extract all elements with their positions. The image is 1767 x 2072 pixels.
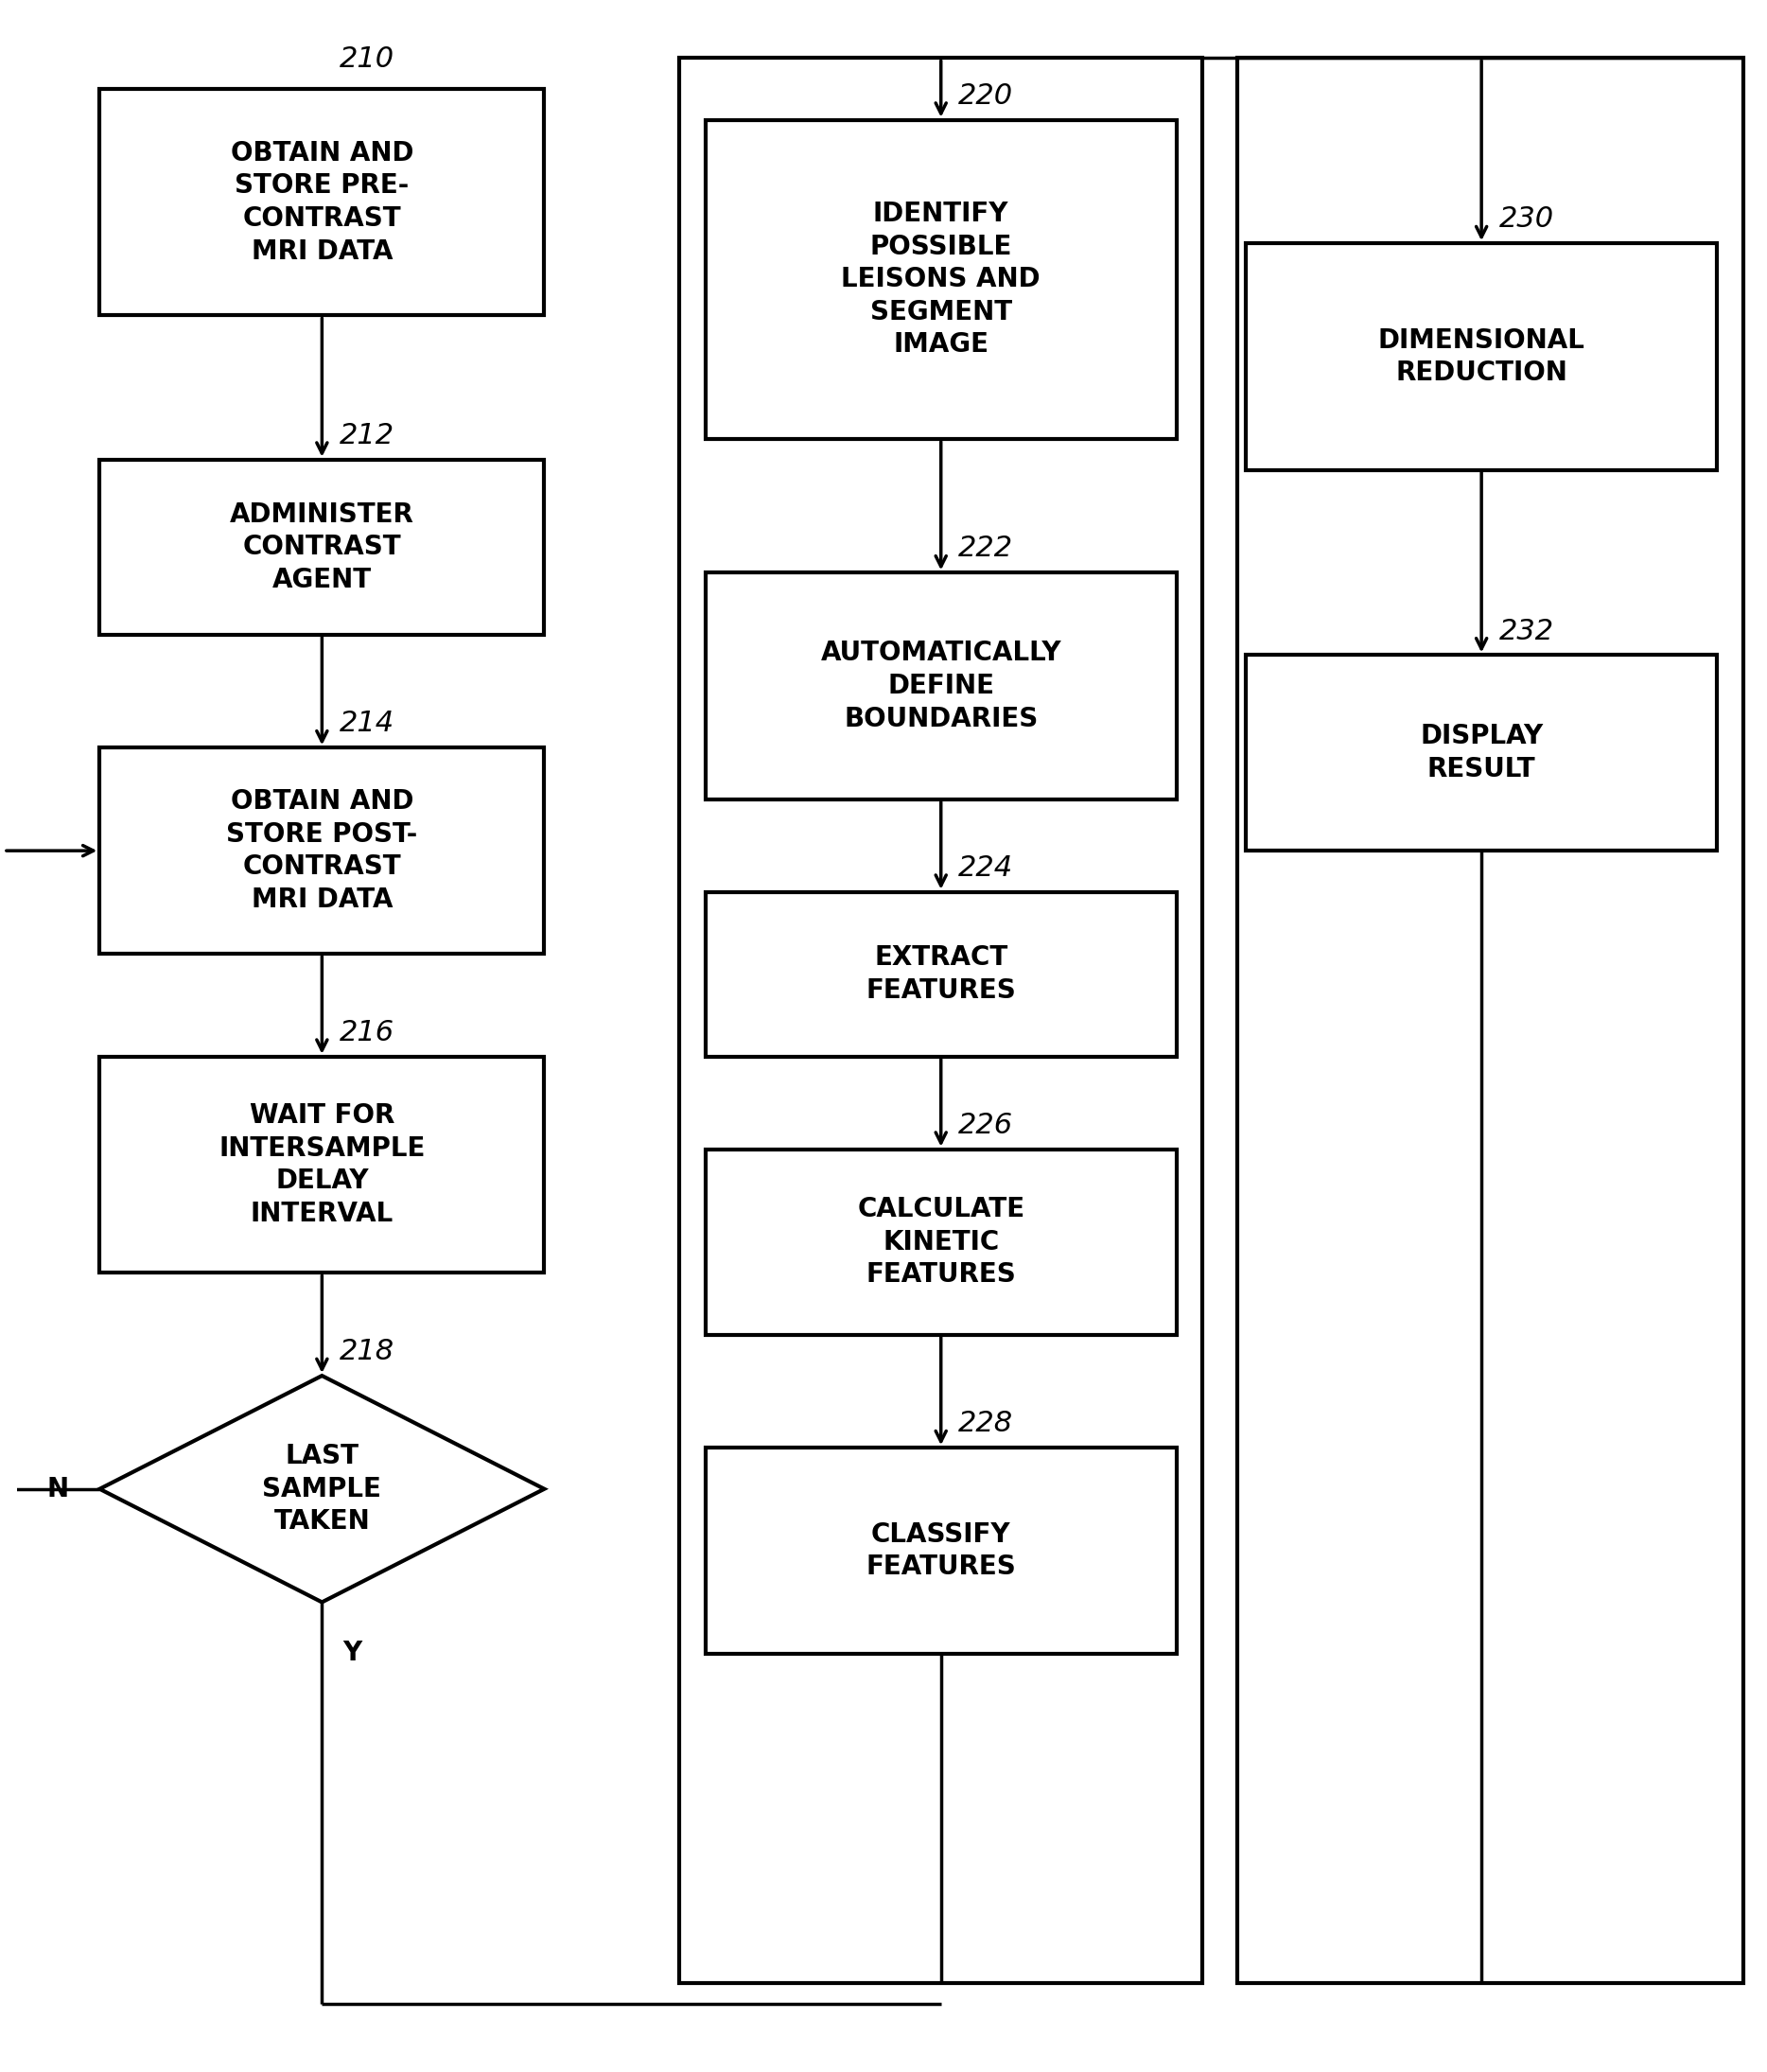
FancyBboxPatch shape <box>705 1448 1177 1653</box>
Text: 220: 220 <box>958 83 1012 110</box>
FancyBboxPatch shape <box>705 1150 1177 1334</box>
Text: OBTAIN AND
STORE PRE-
CONTRAST
MRI DATA: OBTAIN AND STORE PRE- CONTRAST MRI DATA <box>230 139 413 265</box>
Text: 214: 214 <box>339 711 394 738</box>
FancyBboxPatch shape <box>705 120 1177 439</box>
Text: WAIT FOR
INTERSAMPLE
DELAY
INTERVAL: WAIT FOR INTERSAMPLE DELAY INTERVAL <box>219 1102 426 1227</box>
Text: AUTOMATICALLY
DEFINE
BOUNDARIES: AUTOMATICALLY DEFINE BOUNDARIES <box>820 640 1062 731</box>
Text: DISPLAY
RESULT: DISPLAY RESULT <box>1421 723 1543 783</box>
Text: CALCULATE
KINETIC
FEATURES: CALCULATE KINETIC FEATURES <box>857 1196 1025 1289</box>
FancyBboxPatch shape <box>99 748 544 953</box>
Text: 210: 210 <box>339 46 394 73</box>
FancyBboxPatch shape <box>705 572 1177 800</box>
FancyBboxPatch shape <box>99 89 544 315</box>
Text: Y: Y <box>343 1639 362 1666</box>
FancyBboxPatch shape <box>1246 242 1718 470</box>
Text: 212: 212 <box>339 423 394 450</box>
Text: 216: 216 <box>339 1019 394 1046</box>
Text: LAST
SAMPLE
TAKEN: LAST SAMPLE TAKEN <box>263 1442 382 1535</box>
FancyBboxPatch shape <box>99 1057 544 1272</box>
FancyBboxPatch shape <box>99 460 544 634</box>
Text: 226: 226 <box>958 1111 1012 1140</box>
Text: CLASSIFY
FEATURES: CLASSIFY FEATURES <box>866 1521 1016 1581</box>
Text: 224: 224 <box>958 854 1012 881</box>
Text: ADMINISTER
CONTRAST
AGENT: ADMINISTER CONTRAST AGENT <box>230 501 413 593</box>
Text: EXTRACT
FEATURES: EXTRACT FEATURES <box>866 945 1016 1003</box>
Text: DIMENSIONAL
REDUCTION: DIMENSIONAL REDUCTION <box>1378 327 1585 385</box>
Text: 228: 228 <box>958 1411 1012 1438</box>
Text: IDENTIFY
POSSIBLE
LEISONS AND
SEGMENT
IMAGE: IDENTIFY POSSIBLE LEISONS AND SEGMENT IM… <box>841 201 1041 358</box>
Text: 232: 232 <box>1498 617 1553 644</box>
Text: 218: 218 <box>339 1339 394 1365</box>
FancyBboxPatch shape <box>705 891 1177 1057</box>
Polygon shape <box>99 1376 544 1602</box>
Text: 230: 230 <box>1498 205 1553 232</box>
Text: 222: 222 <box>958 535 1012 562</box>
Text: OBTAIN AND
STORE POST-
CONTRAST
MRI DATA: OBTAIN AND STORE POST- CONTRAST MRI DATA <box>226 787 417 914</box>
FancyBboxPatch shape <box>1246 655 1718 852</box>
Text: N: N <box>46 1475 69 1502</box>
